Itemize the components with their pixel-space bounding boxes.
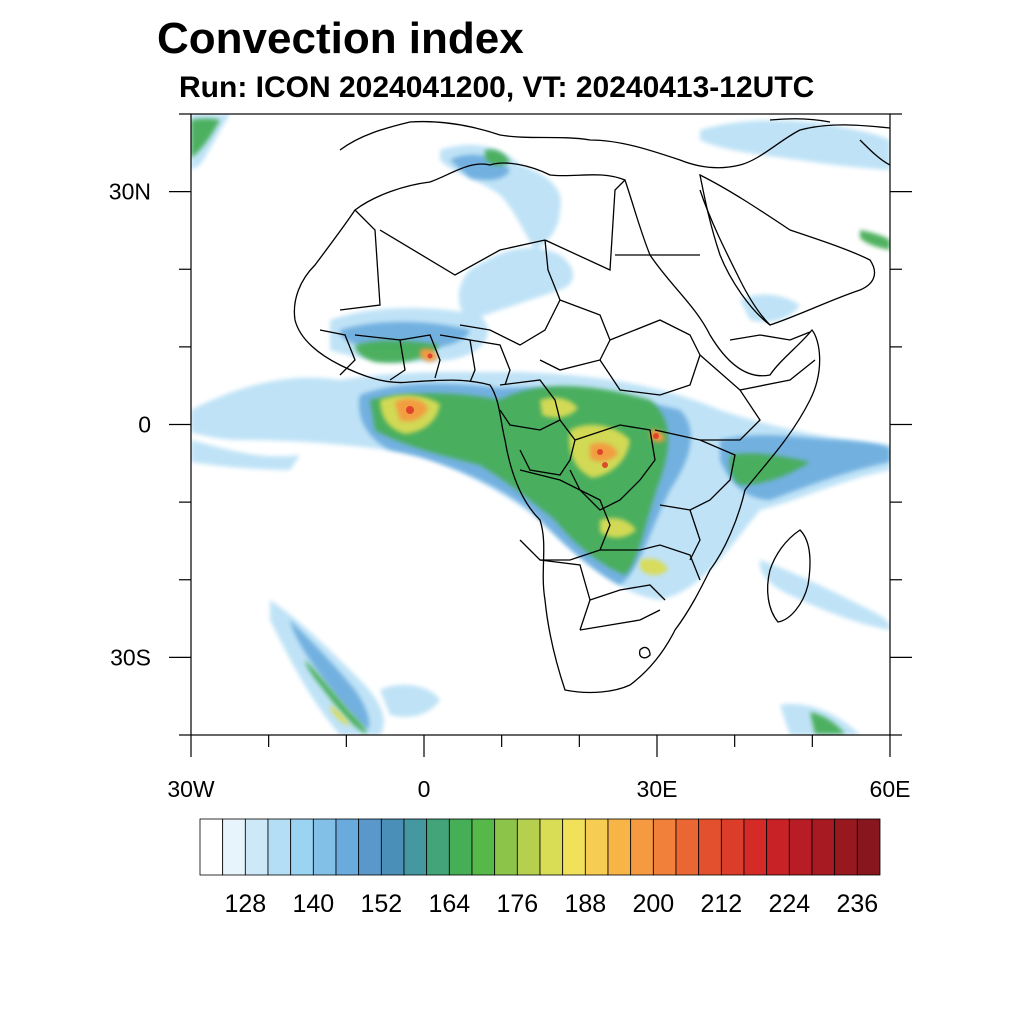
lat-tick-label: 30S (110, 644, 151, 670)
colorbar-swatch (312, 818, 337, 876)
colorbar-swatch (448, 818, 473, 876)
colorbar-swatch (743, 818, 768, 876)
colorbar-swatch (380, 818, 405, 876)
colorbar-swatch (471, 818, 496, 876)
colorbar-swatch (834, 818, 858, 876)
colorbar-swatch (494, 818, 518, 876)
colorbar-swatch (244, 818, 269, 876)
colorbar-swatch (698, 818, 722, 876)
lat-tick-label: 30N (109, 179, 151, 205)
colorbar-swatch (516, 818, 541, 876)
colorbar (199, 818, 881, 876)
chart-title: Convection index (157, 14, 524, 63)
colorbar-label: 188 (564, 890, 606, 918)
colorbar-swatch (856, 818, 881, 876)
colorbar-swatch (584, 818, 609, 876)
colorbar-label: 164 (428, 890, 470, 918)
colorbar-labels: 128 140 152 164 176 188 200 212 224 236 (224, 890, 878, 918)
colorbar-swatch (675, 818, 700, 876)
colorbar-label: 128 (224, 890, 266, 918)
colorbar-swatch (267, 818, 292, 876)
lat-tick-label: 0 (138, 412, 151, 438)
colorbar-swatch (630, 818, 654, 876)
colorbar-label: 212 (700, 890, 742, 918)
colorbar-swatch (562, 818, 586, 876)
chart-subtitle: Run: ICON 2024041200, VT: 20240413-12UTC (179, 71, 815, 104)
colorbar-swatch (403, 818, 428, 876)
colorbar-label: 236 (836, 890, 878, 918)
colorbar-swatch (290, 818, 314, 876)
colorbar-swatch (811, 818, 836, 876)
colorbar-label: 224 (768, 890, 810, 918)
convection-field (191, 114, 890, 735)
colorbar-swatch (766, 818, 790, 876)
colorbar-swatch (426, 818, 450, 876)
colorbar-swatch (199, 818, 224, 876)
colorbar-swatch (652, 818, 677, 876)
lon-tick-label: 60E (870, 776, 911, 802)
colorbar-label: 176 (496, 890, 538, 918)
coastlines (293, 118, 890, 694)
colorbar-swatch (607, 818, 632, 876)
colorbar-swatch (335, 818, 360, 876)
colorbar-label: 152 (360, 890, 402, 918)
colorbar-swatch (720, 818, 745, 876)
lon-tick-label: 30W (167, 776, 215, 802)
axis-labels: 30N 0 30S 30W 0 30E 60E (109, 179, 911, 802)
colorbar-swatch (788, 818, 813, 876)
colorbar-swatch (539, 818, 564, 876)
colorbar-swatch (358, 818, 382, 876)
colorbar-label: 140 (292, 890, 334, 918)
axis-ticks (169, 113, 912, 757)
colorbar-swatch (222, 818, 246, 876)
lon-tick-label: 0 (418, 776, 431, 802)
lon-tick-label: 30E (637, 776, 678, 802)
colorbar-label: 200 (632, 890, 674, 918)
